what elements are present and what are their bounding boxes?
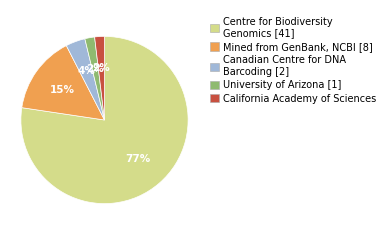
Legend: Centre for Biodiversity
Genomics [41], Mined from GenBank, NCBI [8], Canadian Ce: Centre for Biodiversity Genomics [41], M… [210,17,380,104]
Wedge shape [95,36,105,120]
Wedge shape [22,46,104,120]
Wedge shape [66,39,105,120]
Text: 77%: 77% [126,154,151,164]
Wedge shape [21,36,188,204]
Wedge shape [85,37,104,120]
Text: 15%: 15% [50,85,75,95]
Text: 2%: 2% [93,63,110,73]
Text: 4%: 4% [78,66,95,76]
Text: 2%: 2% [87,64,104,74]
